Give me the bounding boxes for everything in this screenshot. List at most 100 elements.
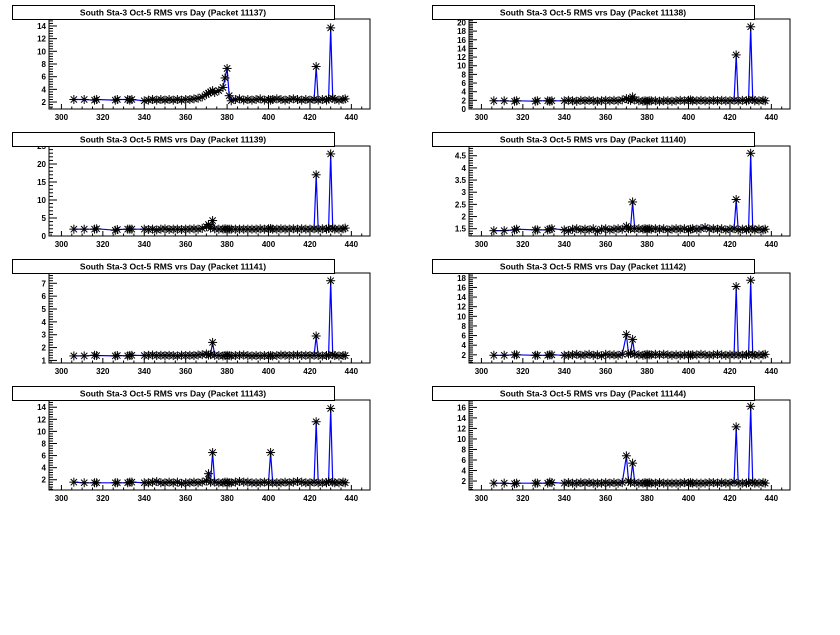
data-point-marker: [340, 94, 350, 104]
x-tick-label: 440: [765, 240, 779, 249]
y-tick-label: 8: [462, 322, 467, 331]
data-point-marker: [532, 225, 542, 235]
x-tick-label: 400: [262, 367, 276, 376]
x-tick-label: 400: [262, 494, 276, 503]
y-tick-label: 10: [457, 435, 466, 444]
y-tick-label: 1: [42, 356, 47, 365]
chart-title: South Sta-3 Oct-5 RMS vrs Day (Packet 11…: [80, 135, 266, 145]
x-tick-label: 320: [516, 240, 530, 249]
chart-title: South Sta-3 Oct-5 RMS vrs Day (Packet 11…: [80, 389, 266, 399]
x-tick-label: 340: [138, 113, 152, 122]
data-point-marker: [617, 95, 627, 105]
y-tick-label: 12: [457, 53, 466, 62]
y-tick-label: 12: [37, 35, 46, 44]
x-tick-label: 360: [179, 494, 193, 503]
y-tick-label: 3: [42, 331, 47, 340]
x-tick-label: 300: [475, 367, 489, 376]
x-tick-label: 300: [55, 113, 69, 122]
y-tick-label: 14: [457, 44, 466, 53]
data-point-marker: [69, 94, 79, 104]
data-point-marker: [628, 458, 638, 468]
data-point-marker: [617, 478, 627, 488]
data-point-marker: [621, 330, 631, 340]
chart-title: South Sta-3 Oct-5 RMS vrs Day (Packet 11…: [500, 262, 686, 272]
data-point-marker: [127, 350, 137, 360]
data-point-marker: [729, 477, 739, 487]
y-tick-label: 14: [457, 414, 466, 423]
data-point-marker: [760, 224, 770, 234]
data-point-marker: [326, 149, 336, 159]
y-tick-label: 4: [462, 164, 467, 173]
y-tick-label: 5: [42, 305, 47, 314]
x-tick-label: 320: [516, 113, 530, 122]
y-tick-label: 4: [462, 341, 467, 350]
y-tick-label: 2: [42, 344, 47, 353]
x-tick-label: 440: [765, 494, 779, 503]
data-point-marker: [499, 226, 509, 236]
data-point-marker: [79, 94, 89, 104]
x-tick-label: 380: [220, 367, 234, 376]
y-tick-label: 4: [462, 88, 467, 97]
title-box: [12, 132, 335, 147]
data-point-marker: [92, 94, 102, 104]
x-tick-label: 380: [640, 240, 654, 249]
data-point-marker: [92, 351, 102, 361]
y-tick-label: 8: [462, 445, 467, 454]
x-tick-label: 340: [558, 240, 572, 249]
data-point-marker: [499, 96, 509, 106]
data-point-marker: [746, 148, 756, 158]
chart-panel: 300 320 340 360 380 400 420 440 2 4 6 8 10 12 14 16 18 So…: [420, 254, 840, 381]
x-tick-label: 300: [475, 494, 489, 503]
data-point-marker: [266, 448, 276, 458]
data-point-marker: [311, 331, 321, 341]
y-tick-label: 10: [37, 427, 46, 436]
data-point-marker: [746, 401, 756, 411]
data-point-marker: [489, 350, 499, 360]
data-point-marker: [220, 73, 230, 83]
y-tick-label: 6: [462, 79, 467, 88]
data-point-marker: [760, 96, 770, 106]
x-tick-label: 400: [682, 113, 696, 122]
data-point-marker: [547, 96, 557, 106]
data-point-marker: [760, 478, 770, 488]
y-tick-label: 4: [42, 318, 47, 327]
y-tick-label: 2: [42, 98, 47, 107]
data-point-marker: [69, 477, 79, 487]
data-point-marker: [79, 351, 89, 361]
y-tick-label: 1.5: [455, 225, 467, 234]
x-tick-label: 380: [220, 494, 234, 503]
data-point-marker: [679, 224, 689, 234]
data-point-marker: [69, 351, 79, 361]
data-point-marker: [621, 451, 631, 461]
x-tick-label: 420: [303, 240, 317, 249]
x-tick-label: 300: [475, 113, 489, 122]
data-point-marker: [79, 478, 89, 488]
chart-svg: 300 320 340 360 380 400 420 440 2 4 6 8 10 12 14 South …: [12, 386, 371, 503]
data-point-marker: [499, 478, 509, 488]
data-point-marker: [69, 224, 79, 234]
data-point-marker: [112, 94, 122, 104]
y-tick-label: 4: [42, 464, 47, 473]
y-tick-label: 4: [462, 467, 467, 476]
y-tick-label: 10: [37, 47, 46, 56]
chart-panel: 300 320 340 360 380 400 420 440 0 2 4 6 8 10 12 14 16 18 2…: [420, 0, 840, 127]
chart-svg: 3003203403603804004204400510152025South …: [12, 132, 371, 249]
x-tick-label: 340: [138, 494, 152, 503]
y-tick-label: 3: [462, 188, 467, 197]
y-tick-label: 20: [457, 18, 466, 27]
data-point-marker: [746, 275, 756, 285]
plot-frame: [468, 272, 791, 364]
x-tick-label: 440: [765, 367, 779, 376]
y-tick-label: 14: [37, 22, 46, 31]
y-tick-label: 10: [37, 196, 46, 205]
chart-svg: 300 320 340 360 380 400 420 440 1 2 3 4 5 6 7 South Sta…: [12, 259, 371, 376]
x-tick-label: 400: [682, 240, 696, 249]
x-tick-label: 340: [138, 240, 152, 249]
y-tick-label: 0: [42, 232, 47, 241]
x-tick-label: 420: [723, 240, 737, 249]
chart-panel: 300 320 340 360 380 400 420 440 1.5 2 2.5 3 3.5 4 4.5 S…: [420, 127, 840, 254]
x-tick-label: 440: [345, 367, 359, 376]
y-tick-label: 10: [457, 312, 466, 321]
y-tick-label: 6: [42, 73, 47, 82]
title-box: [432, 132, 755, 147]
